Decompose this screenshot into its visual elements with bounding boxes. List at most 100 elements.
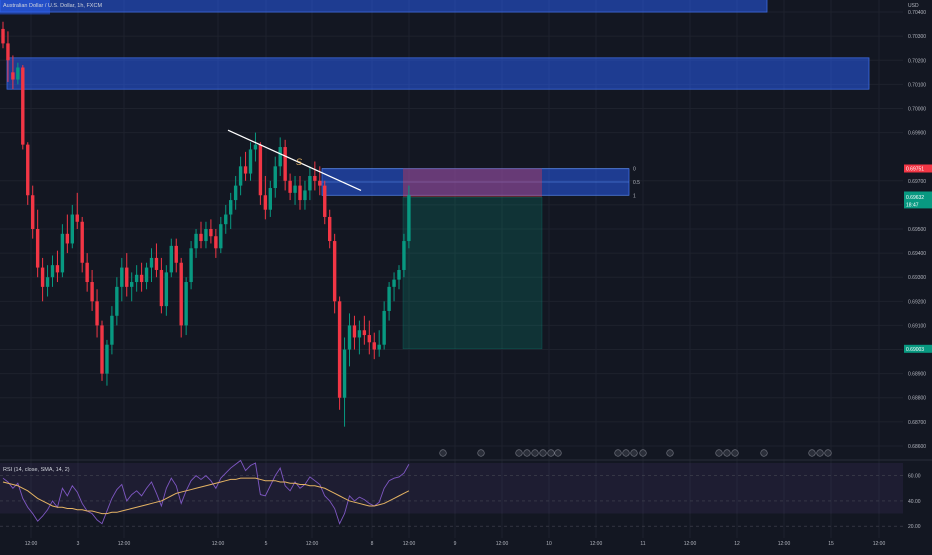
event-marker-icon xyxy=(477,449,485,457)
candle-body xyxy=(90,282,94,302)
candle-body xyxy=(60,233,65,273)
time-tick-label: 10 xyxy=(546,541,552,547)
candle-body xyxy=(318,180,322,186)
time-tick-label: 12:00 xyxy=(212,541,225,547)
trendline-label: S xyxy=(296,157,302,167)
candle-body xyxy=(229,200,233,215)
candle-body xyxy=(243,166,248,174)
price-badge-label: 0.69003 xyxy=(906,347,924,353)
candle-body xyxy=(45,277,50,287)
event-marker-icon xyxy=(523,449,531,457)
event-marker-icon xyxy=(531,449,539,457)
candle-body xyxy=(367,335,371,343)
candle-body xyxy=(377,344,381,350)
candle-body xyxy=(139,274,144,283)
candle-body xyxy=(199,233,203,242)
candle-body xyxy=(258,144,263,196)
candle-body xyxy=(1,28,5,44)
price-tick-label: 0.68800 xyxy=(908,396,926,402)
candle-body xyxy=(214,236,218,249)
price-tick-label: 0.69500 xyxy=(908,227,926,233)
candle-body xyxy=(293,185,297,193)
price-badge-label: 0.69632 xyxy=(906,195,924,201)
event-marker-icon xyxy=(808,449,816,457)
candle-body xyxy=(85,262,89,283)
candle-body xyxy=(115,286,119,316)
candle-body xyxy=(204,229,208,242)
candle-body xyxy=(169,245,173,273)
candle-body xyxy=(248,149,253,174)
candle-body xyxy=(328,216,332,242)
annotation-layer: S xyxy=(227,129,362,192)
event-marker-icon xyxy=(515,449,523,457)
time-tick-label: 5 xyxy=(265,541,268,547)
candle-body xyxy=(11,72,15,80)
candle-body xyxy=(50,265,55,278)
price-tick-label: 0.70100 xyxy=(908,82,926,88)
event-marker-icon xyxy=(622,449,630,457)
time-tick-label: 3 xyxy=(77,541,80,547)
event-marker-icon xyxy=(547,449,555,457)
event-marker-icon xyxy=(630,449,638,457)
event-marker-icon xyxy=(439,449,447,457)
price-tick-label: 0.69300 xyxy=(908,275,926,281)
event-marker-icon xyxy=(614,449,622,457)
candle-body xyxy=(21,67,25,145)
candle-body xyxy=(40,267,45,287)
price-tick-label: 0.70000 xyxy=(908,106,926,112)
candle-body xyxy=(149,257,154,268)
events-layer xyxy=(439,449,832,457)
candle-body xyxy=(134,274,139,283)
candle-body xyxy=(288,180,292,193)
time-tick-label: 12:00 xyxy=(118,541,131,547)
candle-body xyxy=(352,325,357,338)
price-tick-label: 0.68700 xyxy=(908,420,926,426)
time-tick-label: 9 xyxy=(454,541,457,547)
candle-body xyxy=(189,248,193,283)
event-marker-icon xyxy=(816,449,824,457)
candle-body xyxy=(278,147,282,167)
candle-body xyxy=(357,330,362,338)
event-marker-icon xyxy=(760,449,768,457)
candle-body xyxy=(31,195,35,229)
candle-body xyxy=(100,325,104,374)
time-tick-label: 12:00 xyxy=(25,541,38,547)
price-badge-label: 18:47 xyxy=(906,202,919,208)
time-tick-label: 11 xyxy=(640,541,645,547)
rsi-title: RSI (14, close, SMA, 14, 2) xyxy=(3,467,70,473)
event-marker-icon xyxy=(539,449,547,457)
time-tick-label: 12:00 xyxy=(403,541,416,547)
candle-body xyxy=(125,267,129,287)
zones-layer: 00.51 xyxy=(0,0,870,350)
candle-body xyxy=(219,224,223,249)
candle-body xyxy=(238,166,243,186)
candle-body xyxy=(154,257,159,270)
chart-title: Australian Dollar / U.S. Dollar, 1h, FXC… xyxy=(3,3,102,9)
candle-body xyxy=(26,144,30,196)
zone-rect xyxy=(0,0,768,13)
candle-body xyxy=(233,185,238,201)
candle-body xyxy=(347,325,352,350)
candle-body xyxy=(120,267,124,287)
price-tick-label: 0.69900 xyxy=(908,131,926,137)
candle-body xyxy=(16,67,20,80)
candle-body xyxy=(382,310,386,345)
price-tick-label: 0.69100 xyxy=(908,323,926,329)
rsi-line xyxy=(2,459,410,525)
candle-body xyxy=(70,214,74,244)
time-tick-label: 12:00 xyxy=(778,541,791,547)
price-tick-label: 0.69400 xyxy=(908,251,926,257)
event-marker-icon xyxy=(666,449,674,457)
candle-body xyxy=(35,229,40,268)
candle-body xyxy=(130,282,134,287)
rsi-band xyxy=(0,463,903,514)
candle-body xyxy=(184,282,188,326)
time-tick-label: 12:00 xyxy=(496,541,509,547)
candle-body xyxy=(209,229,213,237)
price-tick-label: 0.70300 xyxy=(908,34,926,40)
event-marker-icon xyxy=(723,449,731,457)
candle-body xyxy=(392,279,396,287)
candle-body xyxy=(159,269,164,307)
